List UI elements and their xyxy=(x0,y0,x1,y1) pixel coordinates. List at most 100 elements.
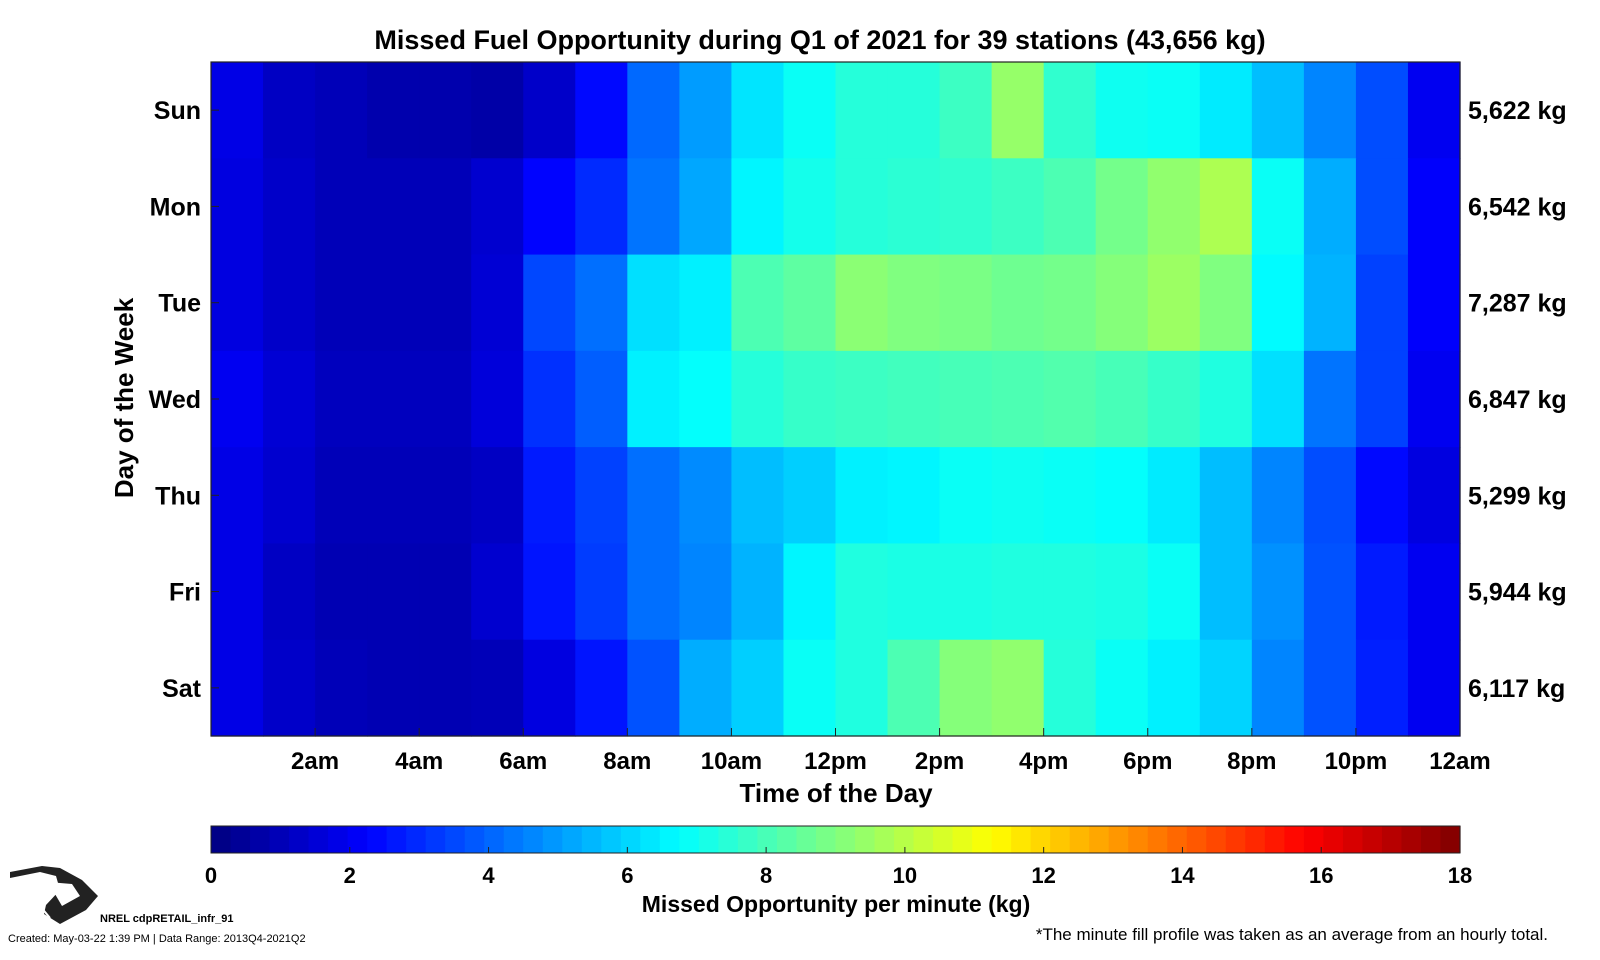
heatmap-cell xyxy=(783,254,837,352)
x-tick-label: 6am xyxy=(499,748,547,775)
heatmap-cell xyxy=(1095,350,1149,448)
colorbar-swatch xyxy=(894,826,915,853)
heatmap-cell xyxy=(523,447,576,545)
heatmap-cell xyxy=(1303,158,1357,256)
heatmap-cell xyxy=(367,447,420,545)
heatmap-cell xyxy=(1199,62,1253,159)
heatmap-cell xyxy=(783,543,837,641)
colorbar-swatch xyxy=(230,826,251,853)
heatmap-cell xyxy=(1303,254,1357,352)
row-total-label: 6,542 kg xyxy=(1468,193,1567,221)
heatmap-cell xyxy=(835,254,889,352)
heatmap-cell xyxy=(731,447,785,545)
colorbar-swatch xyxy=(1381,826,1403,853)
heatmap-cell xyxy=(627,639,680,737)
heatmap-cell xyxy=(471,350,524,448)
x-tick-label: 8am xyxy=(603,748,651,775)
heatmap-cell xyxy=(991,350,1045,448)
heatmap-cell xyxy=(263,62,316,159)
colorbar-swatch xyxy=(269,826,290,853)
heatmap-cell xyxy=(783,639,837,737)
heatmap-cell xyxy=(367,158,420,256)
row-total-label: 6,847 kg xyxy=(1468,386,1567,414)
colorbar-swatch xyxy=(1206,826,1227,853)
colorbar-swatch xyxy=(601,826,622,853)
colorbar-swatch xyxy=(1264,826,1285,853)
heatmap-cell xyxy=(263,543,316,641)
colorbar-swatch xyxy=(1089,826,1110,853)
heatmap-cell xyxy=(1407,639,1461,737)
heatmap-cell xyxy=(419,158,472,256)
colorbar-tick-label: 0 xyxy=(205,863,217,888)
colorbar-tick-label: 12 xyxy=(1031,863,1055,888)
heatmap-cell xyxy=(1199,639,1253,737)
x-tick-label: 8pm xyxy=(1227,748,1276,775)
heatmap-cell xyxy=(939,543,993,641)
heatmap-cell xyxy=(471,447,524,545)
heatmap-cell xyxy=(1043,543,1097,641)
heatmap-cell xyxy=(1355,62,1409,159)
heatmap-cell xyxy=(471,639,524,737)
colorbar-swatch xyxy=(1362,826,1383,853)
heatmap-cells xyxy=(211,62,1461,737)
x-tick-label: 12am xyxy=(1429,748,1490,775)
heatmap-cell xyxy=(1147,254,1201,352)
heatmap-cell xyxy=(419,62,472,159)
heatmap-cell xyxy=(887,62,941,159)
heatmap-cell xyxy=(1407,62,1461,159)
heatmap-cell xyxy=(1303,543,1357,641)
heatmap-cell xyxy=(887,158,941,256)
colorbar-swatch xyxy=(308,826,329,853)
chart-title: Missed Fuel Opportunity during Q1 of 202… xyxy=(374,25,1265,55)
heatmap-cell xyxy=(263,639,316,737)
colorbar-swatch xyxy=(289,826,310,853)
heatmap-cell xyxy=(783,62,837,159)
colorbar-swatch xyxy=(679,826,700,853)
colorbar-swatch xyxy=(933,826,954,853)
heatmap-cell xyxy=(1199,158,1253,256)
heatmap-cell xyxy=(263,447,316,545)
heatmap-cell xyxy=(731,158,785,256)
heatmap-cell xyxy=(1251,62,1305,159)
colorbar-swatch xyxy=(776,826,798,853)
heatmap-cell xyxy=(1043,62,1097,159)
heatmap-cell xyxy=(211,62,264,159)
colorbar-swatch xyxy=(523,826,544,853)
heatmap-cell xyxy=(835,543,889,641)
heatmap-cell xyxy=(627,62,680,159)
heatmap-cell xyxy=(939,158,993,256)
heatmap-cell xyxy=(1407,447,1461,545)
colorbar-swatch xyxy=(659,826,680,853)
row-total-label: 5,944 kg xyxy=(1468,579,1567,607)
heatmap-cell xyxy=(419,639,472,737)
colorbar-swatch xyxy=(542,826,563,853)
heatmap-cell xyxy=(835,447,889,545)
colorbar-swatch xyxy=(484,826,505,853)
heatmap-cell xyxy=(419,447,472,545)
heatmap-cell xyxy=(783,350,837,448)
heatmap-cell xyxy=(1355,350,1409,448)
heatmap-cell xyxy=(575,62,628,159)
colorbar-swatch xyxy=(952,826,973,853)
heatmap-cell xyxy=(887,543,941,641)
heatmap-cell xyxy=(523,350,576,448)
heatmap-cell xyxy=(835,62,889,159)
x-tick-label: 10pm xyxy=(1325,748,1388,775)
colorbar-tick-label: 6 xyxy=(621,863,633,888)
colorbar-swatch xyxy=(991,826,1012,853)
colorbar-swatch xyxy=(1050,826,1071,853)
heatmap-cell xyxy=(1251,543,1305,641)
heatmap-cell xyxy=(991,543,1045,641)
y-axis-label: Day of the Week xyxy=(109,297,139,498)
heatmap-cell xyxy=(263,254,316,352)
heatmap-cell xyxy=(523,639,576,737)
colorbar-swatch xyxy=(1420,826,1442,853)
x-axis-label: Time of the Day xyxy=(739,778,933,808)
heatmap-cell xyxy=(315,543,368,641)
colorbar-swatch xyxy=(386,826,407,853)
colorbar-tick-label: 8 xyxy=(760,863,772,888)
heatmap-cell xyxy=(1407,158,1461,256)
y-tick-label: Sat xyxy=(162,675,202,703)
heatmap-cell xyxy=(419,350,472,448)
heatmap-cell xyxy=(471,62,524,159)
